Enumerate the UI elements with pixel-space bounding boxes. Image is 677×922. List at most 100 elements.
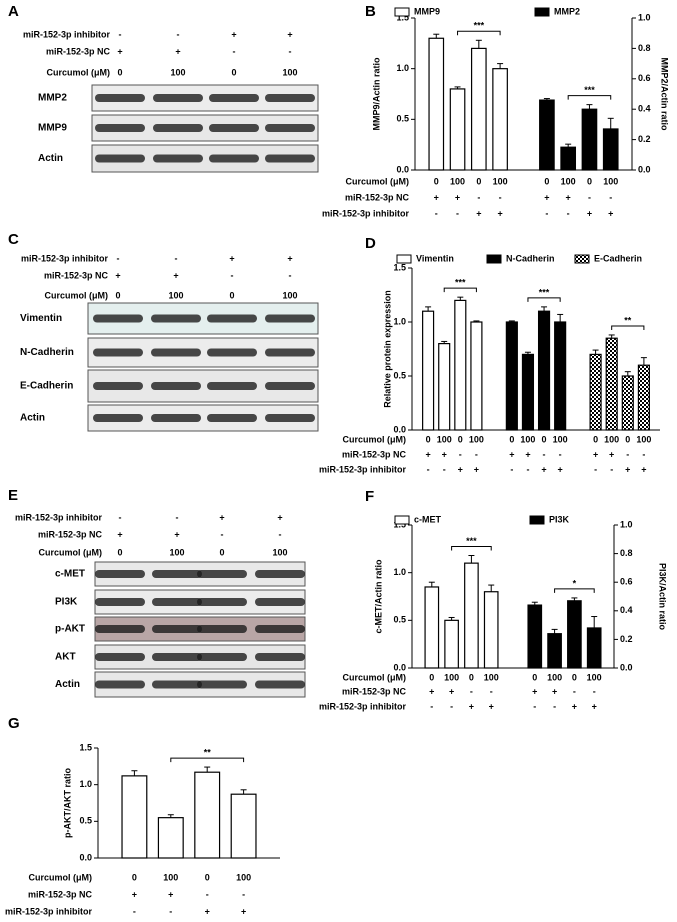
condition-mark: - <box>459 449 462 459</box>
condition-mark: - <box>233 46 236 56</box>
condition-mark: 0 <box>572 672 577 682</box>
bar <box>492 68 508 171</box>
condition-mark: - <box>133 906 136 916</box>
condition-mark: 0 <box>509 434 514 444</box>
condition-mark: + <box>241 906 246 916</box>
y-tick-label: 0.5 <box>396 114 409 124</box>
y2-axis-label: PI3K/Actin ratio <box>658 563 668 631</box>
blot-band <box>152 625 202 633</box>
y-tick-label: 0.0 <box>393 662 406 672</box>
blot-band <box>265 154 315 163</box>
condition-mark: + <box>434 192 439 202</box>
y-tick-label: 0.5 <box>393 370 406 380</box>
condition-mark: + <box>476 208 481 218</box>
legend-label: PI3K <box>549 514 570 524</box>
significance-bracket <box>554 588 595 593</box>
blot-band <box>207 414 257 422</box>
condition-mark: 100 <box>282 290 297 300</box>
condition-mark: 0 <box>231 67 236 77</box>
blot-band <box>197 653 247 661</box>
condition-mark: 100 <box>520 434 535 444</box>
error-bar <box>607 117 614 129</box>
bar <box>567 600 582 669</box>
y2-tick-label: 1.0 <box>620 519 633 529</box>
condition-mark: + <box>641 464 646 474</box>
blot-band <box>265 382 315 390</box>
condition-mark: + <box>175 46 180 56</box>
bar <box>505 321 518 431</box>
condition-label: miR-152-3p inhibitor <box>21 253 109 263</box>
blot-band <box>265 124 315 132</box>
condition-label: miR-152-3p NC <box>345 192 410 202</box>
condition-mark: 0 <box>117 67 122 77</box>
y2-tick-label: 0.0 <box>620 662 633 672</box>
blot-band <box>255 598 305 606</box>
condition-mark: 100 <box>169 547 184 557</box>
legend-swatch <box>574 254 590 264</box>
condition-mark: 0 <box>117 547 122 557</box>
condition-mark: + <box>608 208 613 218</box>
bar <box>438 343 451 431</box>
y-tick-label: 0.5 <box>393 615 406 625</box>
y2-tick-label: 0.6 <box>638 73 651 83</box>
condition-mark: + <box>277 512 282 522</box>
condition-mark: 0 <box>434 176 439 186</box>
condition-mark: + <box>174 529 179 539</box>
error-bar <box>473 320 480 322</box>
condition-mark: - <box>289 46 292 56</box>
condition-mark: 0 <box>476 176 481 186</box>
error-bar <box>551 628 558 634</box>
condition-mark: 100 <box>272 547 287 557</box>
condition-mark: + <box>497 208 502 218</box>
bar <box>230 793 257 859</box>
blot-band <box>93 414 143 422</box>
blot-row-label: Vimentin <box>20 313 62 324</box>
condition-mark: + <box>587 208 592 218</box>
condition-label: miR-152-3p NC <box>342 449 407 459</box>
error-bar <box>454 86 461 89</box>
condition-mark: - <box>593 686 596 696</box>
legend-label: E-Cadherin <box>594 253 642 263</box>
condition-mark: 100 <box>444 672 459 682</box>
condition-mark: - <box>573 686 576 696</box>
condition-mark: + <box>552 686 557 696</box>
panel-letter: B <box>365 3 376 20</box>
condition-mark: - <box>526 464 529 474</box>
condition-mark: - <box>430 701 433 711</box>
blot-band <box>95 570 145 578</box>
condition-mark: 100 <box>437 434 452 444</box>
condition-mark: 0 <box>219 547 224 557</box>
error-bar <box>591 616 598 628</box>
blot-band <box>93 348 143 357</box>
condition-label: miR-152-3p inhibitor <box>23 29 111 39</box>
condition-mark: 100 <box>604 434 619 444</box>
y-axis-label: MMP9/Actin ratio <box>371 57 381 131</box>
condition-label: miR-152-3p NC <box>28 889 93 899</box>
blot-band <box>93 382 143 390</box>
legend-swatch <box>486 254 502 264</box>
condition-mark: 100 <box>484 672 499 682</box>
condition-mark: + <box>425 449 430 459</box>
condition-mark: + <box>229 253 234 263</box>
bar <box>586 627 602 669</box>
condition-mark: - <box>119 512 122 522</box>
bar <box>537 310 551 431</box>
condition-mark: 0 <box>469 672 474 682</box>
y2-axis-label: MMP2/Actin ratio <box>660 57 670 131</box>
blot-band <box>197 680 247 689</box>
condition-label: miR-152-3p NC <box>46 46 111 56</box>
y2-tick-label: 0.4 <box>620 605 633 615</box>
condition-mark: + <box>558 464 563 474</box>
condition-mark: 100 <box>636 434 651 444</box>
blot-band <box>197 598 247 606</box>
condition-mark: - <box>533 701 536 711</box>
panel-letter: C <box>8 231 19 248</box>
error-bar <box>204 766 211 773</box>
condition-mark: + <box>469 701 474 711</box>
condition-mark: + <box>592 701 597 711</box>
error-bar <box>131 770 138 776</box>
condition-mark: + <box>287 253 292 263</box>
panel-letter: G <box>8 715 20 732</box>
condition-mark: - <box>117 253 120 263</box>
bar <box>194 771 221 859</box>
